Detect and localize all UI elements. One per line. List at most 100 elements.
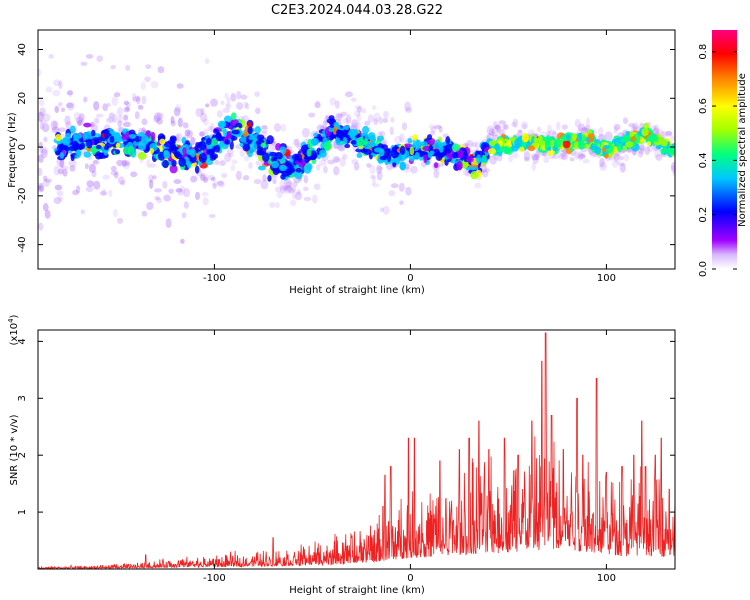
spectrogram-scatter <box>181 212 187 219</box>
spectrogram-scatter <box>39 147 44 154</box>
spectrogram-scatter <box>107 116 116 123</box>
spectrogram-cell <box>137 151 147 160</box>
spectrogram-scatter <box>382 205 390 215</box>
spectrogram-scatter <box>548 129 557 136</box>
spectrogram-scatter <box>353 162 360 171</box>
spectrogram-cell <box>521 133 529 143</box>
snr-x-ticks: -100 0 100 <box>203 330 616 584</box>
spectrogram-cell <box>77 144 84 150</box>
spectrogram-scatter <box>308 112 316 118</box>
spectrogram-scatter <box>665 130 673 137</box>
spectrogram-scatter <box>493 121 498 129</box>
spectrogram-scatter <box>42 179 51 188</box>
spectrogram-cell <box>198 152 208 163</box>
snr-y-tick-label: 3 <box>17 395 28 401</box>
spectrogram-scatter <box>557 153 566 160</box>
spectrogram-x-tick-label: 100 <box>597 273 616 284</box>
colorbar-ticks: 0.0 0.2 0.4 0.6 0.8 <box>698 44 737 277</box>
spectrogram-cell <box>537 140 547 147</box>
spectrogram-scatter <box>102 103 108 112</box>
spectrogram-cell <box>439 144 444 153</box>
spectrogram-scatter <box>38 167 43 176</box>
spectrogram-scatter <box>283 185 292 190</box>
spectrogram-scatter <box>628 123 636 128</box>
spectrogram-scatter <box>474 141 480 150</box>
spectrogram-scatter <box>212 183 217 189</box>
spectrogram-scatter <box>430 126 436 133</box>
spectrogram-scatter <box>42 202 49 212</box>
spectrogram-scatter <box>382 117 388 124</box>
spectrogram-cell <box>533 137 539 143</box>
spectrogram-y-tick-label: 40 <box>17 43 28 56</box>
spectrogram-scatter <box>92 159 99 165</box>
spectrogram-scatter <box>291 189 297 200</box>
spectrogram-scatter <box>511 121 517 127</box>
spectrogram-scatter <box>274 186 283 193</box>
spectrogram-scatter <box>108 112 115 118</box>
spectrogram-scatter <box>345 114 352 124</box>
spectrogram-scatter <box>184 129 191 137</box>
spectrogram-scatter <box>113 92 121 98</box>
spectrogram-cell <box>230 112 237 121</box>
spectrogram-scatter <box>202 197 209 206</box>
spectrogram-y-tick-label: 0 <box>17 144 28 150</box>
spectrogram-scatter <box>150 80 159 89</box>
spectrogram-cell <box>114 132 121 142</box>
spectrogram-scatter <box>255 160 263 166</box>
spectrogram-scatter <box>611 159 619 168</box>
spectrogram-scatter <box>39 182 44 192</box>
spectrogram-scatter <box>146 159 151 168</box>
spectrogram-scatter <box>644 146 650 156</box>
spectrogram-cell <box>223 115 232 124</box>
spectrogram-scatter <box>110 170 119 176</box>
spectrogram-scatter <box>389 126 394 136</box>
spectrogram-scatter <box>111 96 119 107</box>
spectrogram-scatter <box>162 180 168 189</box>
spectrogram-scatter <box>77 119 83 127</box>
spectrogram-scatter <box>58 196 64 202</box>
spectrogram-scatter <box>38 111 44 122</box>
spectrogram-scatter <box>156 197 163 204</box>
spectrogram-cell <box>412 134 418 141</box>
spectrogram-scatter <box>433 125 442 130</box>
spectrogram-cell <box>470 170 479 180</box>
spectrogram-scatter <box>255 107 261 115</box>
spectrogram-cell <box>239 136 248 143</box>
spectrogram-cell <box>409 146 415 156</box>
spectrogram-scatter <box>174 104 182 113</box>
spectrogram-cell <box>550 139 555 148</box>
spectrogram-scatter <box>532 154 539 165</box>
spectrogram-scatter <box>210 98 218 107</box>
spectrogram-scatter <box>342 117 349 125</box>
spectrogram-scatter <box>123 107 130 113</box>
spectrogram-scatter <box>337 144 345 151</box>
spectrogram-scatter <box>225 103 231 109</box>
spectrogram-scatter <box>523 150 531 161</box>
spectrogram-scatter <box>283 178 292 189</box>
snr-y-unit-exponent: 4 <box>7 318 15 323</box>
spectrogram-cell <box>482 158 489 163</box>
spectrogram-scatter <box>410 165 418 174</box>
spectrogram-scatter <box>198 132 205 137</box>
spectrogram-scatter <box>522 123 527 130</box>
spectrogram-cell <box>659 137 665 144</box>
spectrogram-cell <box>69 125 76 134</box>
spectrogram-scatter <box>235 170 242 181</box>
spectrogram-scatter <box>367 114 374 123</box>
spectrogram-cell <box>362 125 370 134</box>
spectrogram-cell <box>323 141 332 151</box>
spectrogram-scatter <box>240 94 248 100</box>
spectrogram-scatter <box>58 80 63 90</box>
spectrogram-scatter <box>59 158 65 169</box>
spectrogram-cell <box>426 134 433 141</box>
spectrogram-cell <box>206 148 215 156</box>
spectrogram-scatter <box>62 168 68 177</box>
spectrogram-scatter <box>99 191 107 196</box>
spectrogram-scatter <box>532 154 539 161</box>
spectrogram-scatter <box>281 186 290 191</box>
spectrogram-scatter <box>295 191 302 201</box>
spectrogram-scatter <box>653 148 661 158</box>
snr-series-line <box>38 332 675 569</box>
spectrogram-scatter <box>39 119 48 124</box>
spectrogram-scatter <box>650 125 657 131</box>
